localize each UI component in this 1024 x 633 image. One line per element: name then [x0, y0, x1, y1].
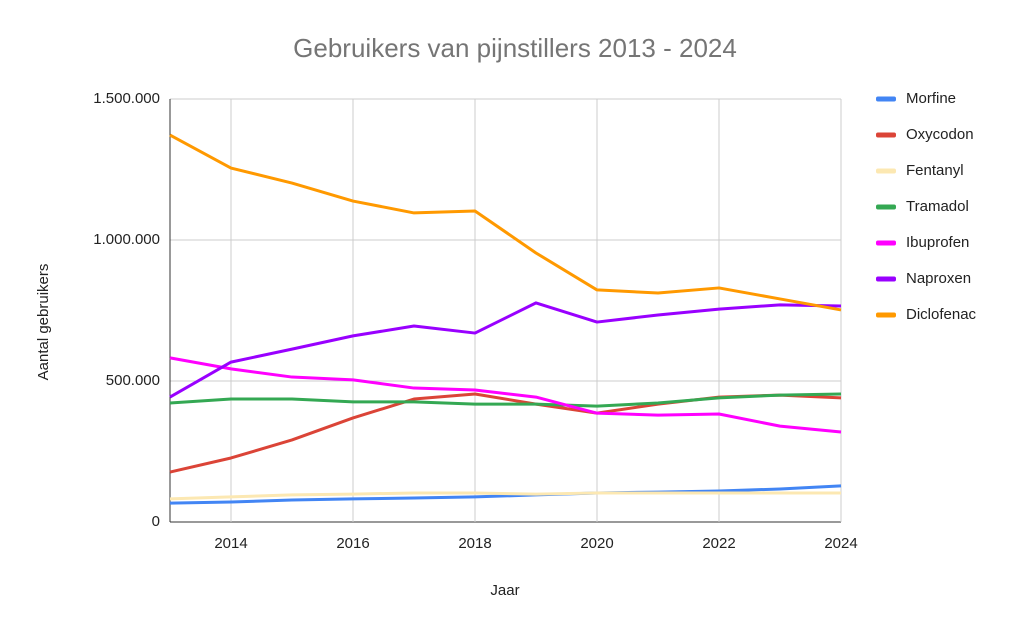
- y-tick-label: 500.000: [106, 372, 160, 389]
- x-axis-label: Jaar: [490, 582, 519, 599]
- x-tick-label: 2018: [458, 535, 491, 552]
- legend-label: Naproxen: [906, 270, 971, 287]
- x-tick-label: 2024: [824, 535, 857, 552]
- legend-swatch: [876, 204, 896, 210]
- legend-label: Diclofenac: [906, 306, 977, 323]
- x-tick-label: 2020: [580, 535, 613, 552]
- series-line: [169, 484, 842, 505]
- y-tick-label: 0: [152, 513, 160, 530]
- legend-swatch: [876, 132, 896, 138]
- chart-title: Gebruikers van pijnstillers 2013 - 2024: [293, 33, 737, 63]
- x-tick-label: 2016: [336, 535, 369, 552]
- series-line: [169, 301, 842, 399]
- series-line: [169, 392, 842, 408]
- legend-swatch: [876, 168, 896, 174]
- series-line: [169, 491, 841, 501]
- legend-label: Fentanyl: [906, 162, 964, 179]
- x-tick-label: 2014: [214, 535, 247, 552]
- legend-label: Oxycodon: [906, 126, 974, 143]
- legend-label: Tramadol: [906, 198, 969, 215]
- y-axis-label: Aantal gebruikers: [35, 264, 52, 381]
- series-line: [169, 356, 842, 434]
- legend-swatch: [876, 312, 896, 318]
- legend-swatch: [876, 276, 896, 282]
- series-line: [169, 133, 842, 312]
- legend-label: Ibuprofen: [906, 234, 969, 251]
- legend-label: Morfine: [906, 90, 956, 107]
- y-tick-label: 1.500.000: [93, 90, 160, 107]
- y-tick-label: 1.000.000: [93, 231, 160, 248]
- legend-swatch: [876, 96, 896, 102]
- legend-swatch: [876, 240, 896, 246]
- x-tick-label: 2022: [702, 535, 735, 552]
